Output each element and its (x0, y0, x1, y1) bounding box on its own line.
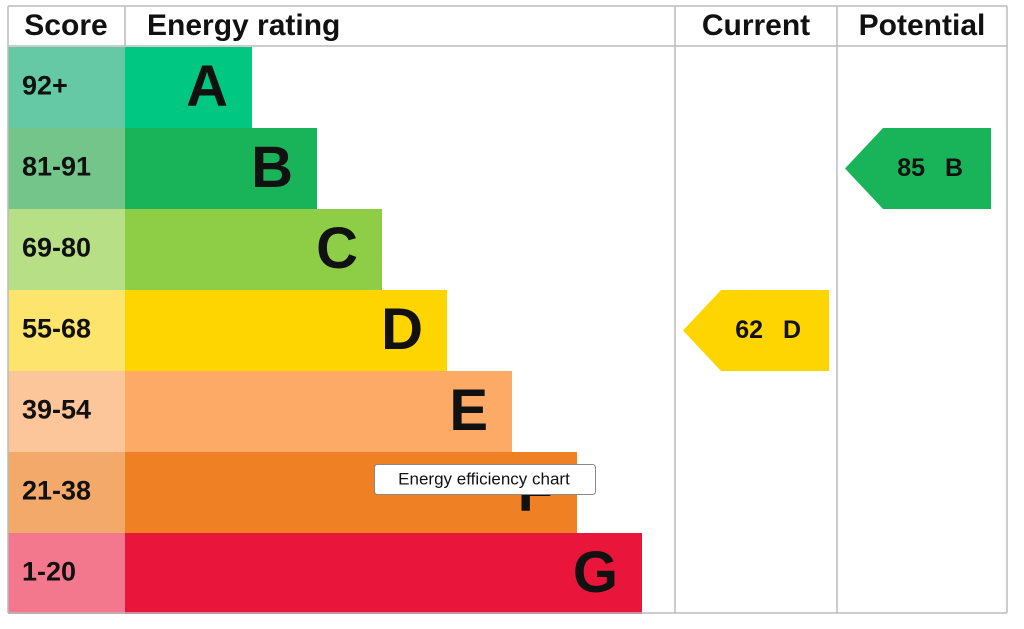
score-cell (8, 209, 125, 290)
potential-value: 85 (897, 154, 925, 182)
rating-bar (125, 47, 252, 128)
score-label: 69-80 (22, 233, 91, 263)
score-cell (8, 371, 125, 452)
rating-bar (125, 128, 317, 209)
score-cell (8, 452, 125, 533)
rating-bar (125, 533, 642, 614)
potential-header: Potential (859, 9, 986, 42)
rating-letter: E (449, 378, 488, 443)
rating-letter: B (251, 135, 293, 200)
score-cell (8, 128, 125, 209)
current-rating: D (783, 316, 801, 344)
score-label: 81-91 (22, 152, 91, 182)
rating-letter: A (186, 54, 228, 119)
current-header: Current (702, 9, 810, 42)
rating-bar (125, 209, 382, 290)
score-cell (8, 47, 125, 128)
potential-rating: B (945, 154, 963, 182)
score-label: 1-20 (22, 557, 76, 587)
tooltip-text: Energy efficiency chart (398, 469, 570, 488)
score-label: 92+ (22, 71, 68, 101)
rating-letter: G (573, 540, 618, 605)
rating-letter: D (381, 297, 423, 362)
current-arrow (683, 290, 829, 371)
score-label: 21-38 (22, 476, 91, 506)
score-label: 55-68 (22, 314, 91, 344)
score-header: Score (24, 9, 107, 42)
current-value: 62 (735, 316, 763, 344)
rating-header: Energy rating (147, 9, 340, 42)
rating-bar (125, 290, 447, 371)
rating-letter: C (316, 216, 358, 281)
score-cell (8, 290, 125, 371)
rating-bar (125, 371, 512, 452)
potential-arrow (845, 128, 991, 209)
score-cell (8, 533, 125, 614)
tooltip-box (374, 464, 596, 495)
score-label: 39-54 (22, 395, 91, 425)
